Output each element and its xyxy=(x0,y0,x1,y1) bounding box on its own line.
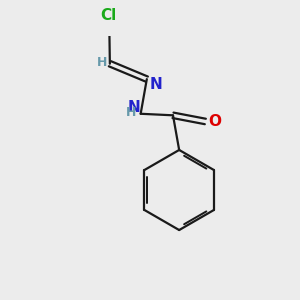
Text: H: H xyxy=(96,56,107,69)
Text: Cl: Cl xyxy=(100,8,116,23)
Text: N: N xyxy=(149,77,162,92)
Text: O: O xyxy=(208,114,221,129)
Text: H: H xyxy=(126,106,136,119)
Text: N: N xyxy=(127,100,140,115)
